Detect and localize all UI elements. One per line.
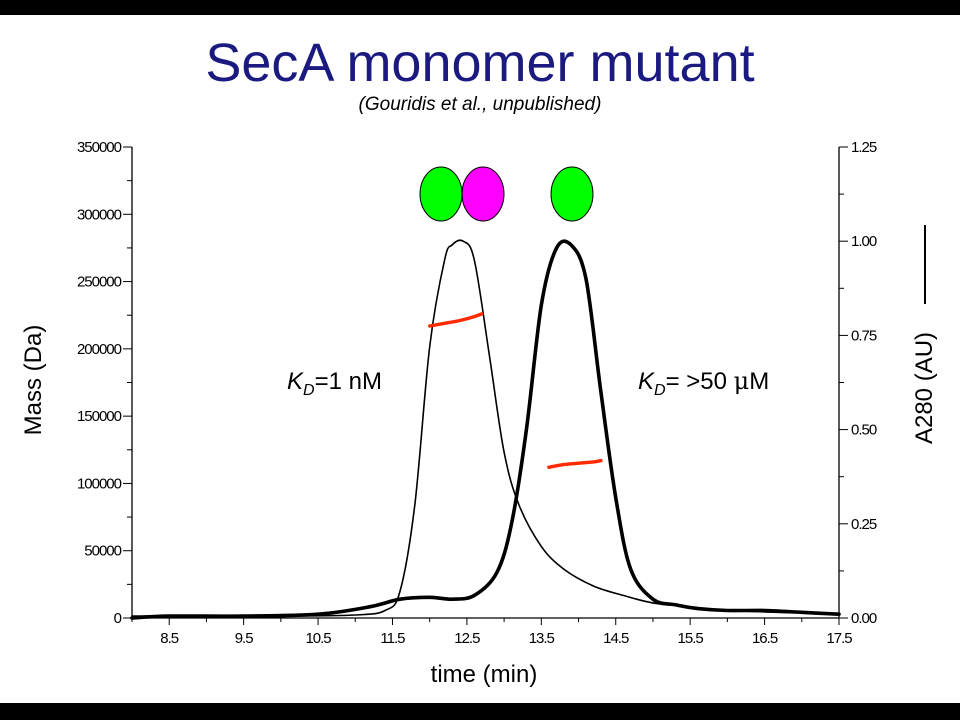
kd-value: =1 nM: [315, 368, 382, 395]
kd-value: = >50: [666, 368, 734, 395]
x-tick-label: 8.5: [160, 630, 179, 647]
y-left-tick-label: 100000: [77, 475, 122, 492]
y-left-tick-label: 150000: [77, 408, 122, 425]
y-left-tick-label: 300000: [77, 206, 122, 223]
y-right-tick-label: 1.25: [851, 139, 877, 156]
x-axis-title: time (min): [431, 661, 538, 688]
x-tick-label: 15.5: [678, 630, 704, 647]
y-right-tick-label: 0.75: [851, 327, 877, 344]
slide-subtitle: (Gouridis et al., unpublished): [358, 94, 602, 115]
y-axis-left-title: Mass (Da): [20, 325, 47, 436]
x-tick-label: 12.5: [454, 630, 480, 647]
subunit-marker: [550, 166, 594, 222]
kd-mu: μ: [734, 367, 750, 395]
kd-subscript: D: [303, 382, 315, 399]
subunit-marker: [461, 166, 505, 222]
y-left-tick-label: 50000: [84, 543, 121, 560]
curves: [130, 239, 841, 620]
kd-unit: M: [749, 368, 769, 395]
y-right-tick-label: 0.50: [851, 422, 877, 439]
a280-trace-monomer: [130, 239, 841, 620]
y-left-tick-label: 0: [114, 610, 122, 627]
x-tick-label: 9.5: [235, 630, 254, 647]
slide-title: SecA monomer mutant: [205, 33, 755, 93]
y-right-tick-label: 0.00: [851, 610, 877, 627]
kd-symbol: K: [287, 368, 304, 395]
a280-trace-wildtype: [131, 239, 840, 617]
kd-subscript: D: [654, 382, 666, 399]
mass-trace: [428, 312, 484, 328]
y-right-tick-label: 1.00: [851, 233, 877, 250]
y-axis-right-title: A280 (AU): [911, 332, 938, 444]
mass-trace: [547, 458, 603, 469]
kd-symbol: K: [638, 368, 655, 395]
subunit-marker: [419, 166, 463, 222]
x-tick-label: 16.5: [752, 630, 778, 647]
y-right-tick-label: 0.25: [851, 516, 877, 533]
slide-background: SecA monomer mutant (Gouridis et al., un…: [0, 15, 960, 703]
y-left-tick-label: 200000: [77, 341, 122, 358]
oligomer-markers: [419, 166, 594, 222]
y-left-tick-label: 250000: [77, 274, 122, 291]
y-left-tick-label: 350000: [77, 139, 122, 156]
x-tick-label: 17.5: [826, 630, 852, 647]
kd-label-dimer: KD=1 nM: [287, 368, 382, 399]
axis-ticks: 8.5 9.5 10.5 11.5 12.5 13.5 14.5 15.5 16.5 17.5 0 5…: [77, 139, 878, 647]
x-tick-label: 14.5: [603, 630, 629, 647]
x-tick-label: 13.5: [529, 630, 555, 647]
x-tick-label: 11.5: [380, 630, 405, 647]
kd-label-monomer: KD= >50 μM: [638, 367, 769, 399]
x-tick-label: 10.5: [305, 630, 331, 647]
